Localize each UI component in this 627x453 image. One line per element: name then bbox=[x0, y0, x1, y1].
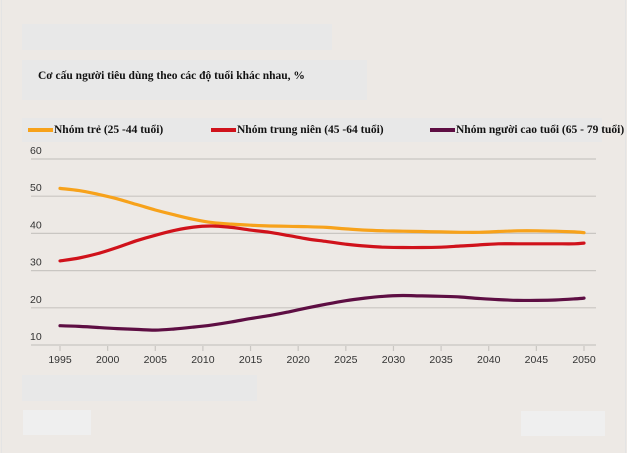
x-tick-label: 2035 bbox=[429, 354, 453, 366]
legend-label-elderly: Nhóm người cao tuổi (65 - 79 tuổi) bbox=[456, 124, 625, 136]
series-lines bbox=[58, 186, 586, 332]
x-tick-label: 2045 bbox=[525, 354, 549, 366]
x-tick-label: 2000 bbox=[96, 354, 120, 366]
legend-swatch-elderly bbox=[430, 128, 455, 132]
legend-item-middle-aged: Nhóm trung niên (45 -64 tuổi) bbox=[211, 124, 384, 136]
x-tick-label: 2010 bbox=[191, 354, 215, 366]
y-tick-label: 30 bbox=[30, 257, 42, 269]
legend-swatch-young bbox=[28, 128, 53, 132]
redacted-footer-right bbox=[521, 411, 605, 436]
legend-item-elderly: Nhóm người cao tuổi (65 - 79 tuổi) bbox=[430, 124, 624, 136]
legend-item-young: Nhóm trẻ (25 -44 tuổi) bbox=[28, 124, 163, 136]
x-tick-label: 1995 bbox=[48, 354, 72, 366]
y-tick-label: 10 bbox=[30, 331, 42, 343]
series-line-elderly bbox=[58, 293, 586, 332]
redacted-title-box bbox=[22, 60, 367, 100]
x-tick-label: 2030 bbox=[382, 354, 406, 366]
x-tick-label: 2005 bbox=[144, 354, 168, 366]
redacted-footer-left bbox=[23, 410, 91, 435]
redacted-legend-box bbox=[22, 118, 602, 142]
y-tick-label: 40 bbox=[30, 219, 42, 231]
x-axis-ticks: 1995 2000 2005 2010 2015 2020 2025 2030 2035 2040… bbox=[48, 346, 596, 366]
x-tick-label: 2025 bbox=[334, 354, 358, 366]
series-line-middle-aged bbox=[58, 224, 586, 263]
legend-label-young: Nhóm trẻ (25 -44 tuổi) bbox=[54, 124, 164, 136]
y-axis-ticks: 60 50 40 30 20 10 bbox=[30, 145, 42, 343]
x-tick-label: 2015 bbox=[239, 354, 263, 366]
legend-swatch-middle-aged bbox=[211, 128, 236, 132]
redacted-source-box bbox=[22, 375, 257, 401]
y-tick-label: 20 bbox=[30, 294, 42, 306]
y-tick-label: 50 bbox=[30, 182, 42, 194]
y-tick-label: 60 bbox=[30, 145, 42, 157]
legend-label-middle-aged: Nhóm trung niên (45 -64 tuổi) bbox=[237, 124, 384, 136]
x-tick-label: 2020 bbox=[287, 354, 311, 366]
x-tick-label: 2050 bbox=[572, 354, 596, 366]
redacted-header-box bbox=[22, 24, 332, 50]
series-line-young bbox=[58, 186, 586, 235]
chart-title: Cơ cấu người tiêu dùng theo các độ tuổi … bbox=[38, 70, 305, 82]
gridlines bbox=[31, 158, 596, 346]
x-tick-label: 2040 bbox=[477, 354, 501, 366]
